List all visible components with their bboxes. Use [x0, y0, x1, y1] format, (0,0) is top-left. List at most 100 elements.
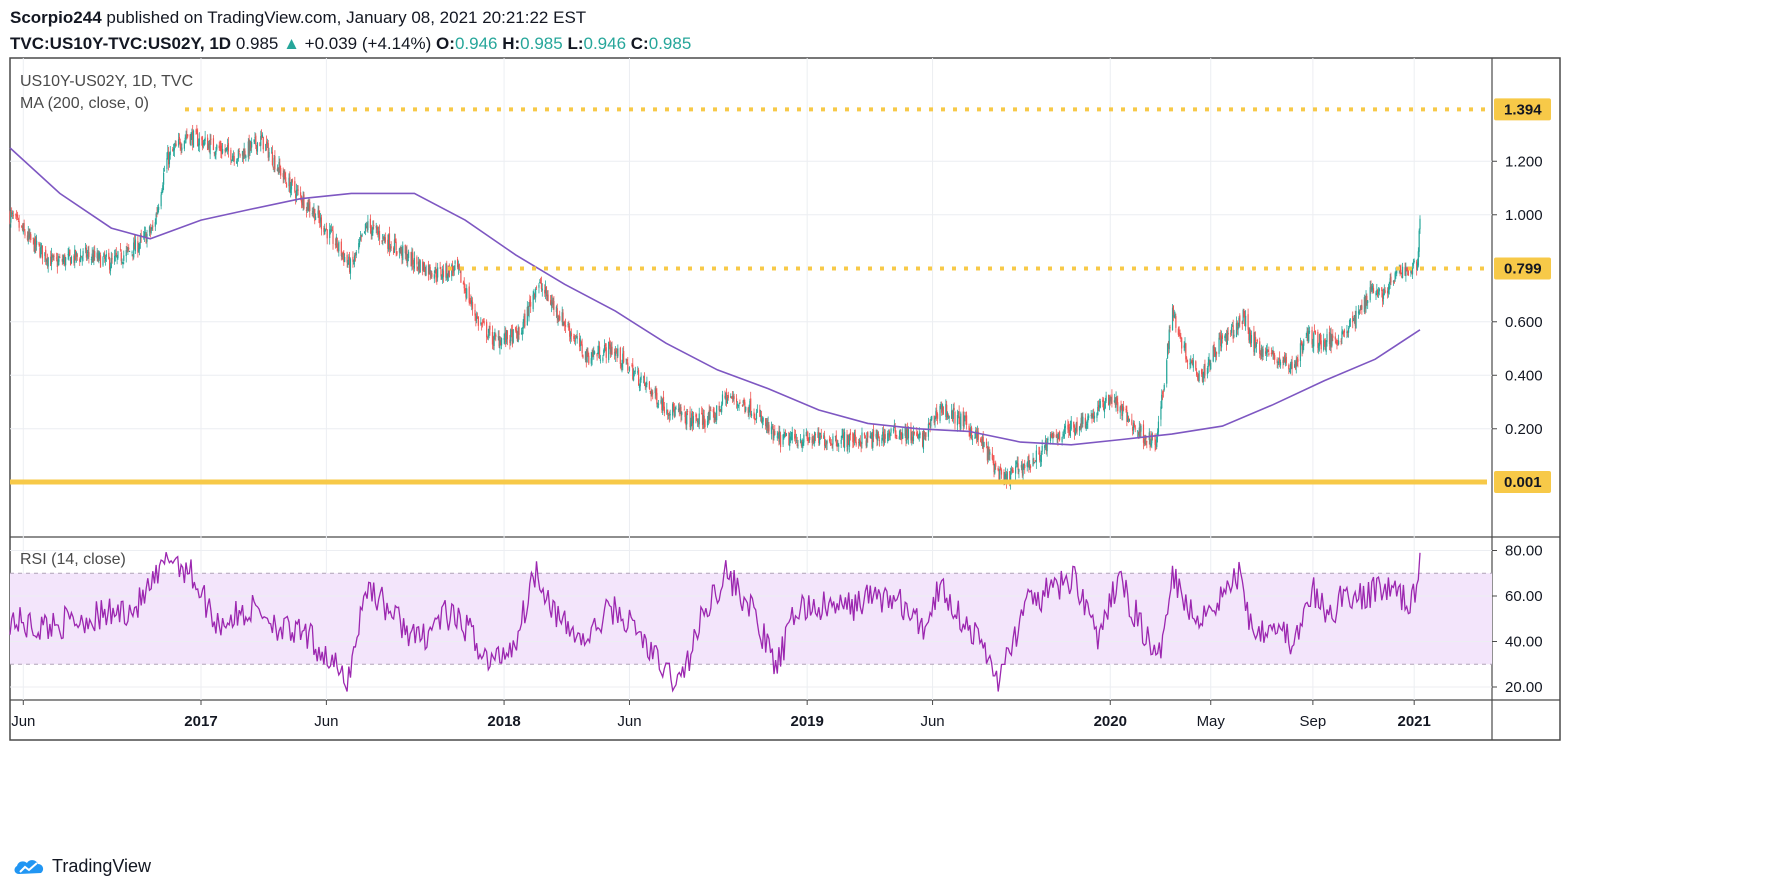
candle-up	[776, 436, 778, 438]
candle-up	[634, 370, 636, 372]
candle-down	[830, 443, 832, 445]
candle-down	[326, 229, 328, 239]
candle-down	[1034, 460, 1037, 462]
candle-down	[452, 269, 455, 273]
candle-up	[1061, 437, 1063, 442]
open-label: O:	[436, 34, 455, 53]
candle-up	[172, 147, 175, 152]
candle-down	[613, 352, 616, 354]
candle-down	[404, 244, 406, 254]
candle-down	[836, 442, 838, 448]
candle-up	[1360, 304, 1362, 310]
candle-up	[761, 419, 763, 424]
candle-up	[785, 433, 788, 436]
candle-down	[684, 412, 686, 418]
candle-down	[477, 316, 479, 326]
author-name[interactable]: Scorpio244	[10, 8, 102, 27]
candle-down	[1320, 340, 1322, 350]
candle-up	[1215, 352, 1217, 358]
candle-down	[318, 210, 320, 218]
candle-down	[623, 350, 625, 363]
candle-up	[109, 266, 112, 272]
candle-down	[495, 334, 497, 337]
candle-down	[951, 410, 954, 421]
candle-up	[1151, 433, 1153, 444]
candle-up	[1235, 323, 1238, 337]
candle-down	[900, 431, 902, 436]
candle-down	[540, 280, 542, 282]
candle-down	[695, 414, 697, 417]
candle-down	[323, 227, 325, 232]
candle-up	[960, 413, 962, 430]
candle-down	[579, 338, 581, 347]
candle-up	[1305, 336, 1307, 338]
candle-up	[719, 409, 721, 412]
candle-up	[1325, 340, 1327, 353]
candle-down	[137, 241, 139, 253]
candle-down	[1250, 332, 1252, 345]
candle-down	[1195, 361, 1197, 370]
candle-down	[15, 214, 17, 216]
candle-down	[230, 150, 232, 161]
candle-up	[945, 404, 947, 417]
candle-down	[1343, 332, 1345, 334]
candle-down	[1256, 339, 1258, 342]
candle-down	[710, 410, 712, 412]
candle-up	[974, 437, 976, 439]
candle-down	[1117, 402, 1119, 412]
candle-down	[109, 258, 111, 270]
candle-up	[1245, 315, 1247, 327]
candle-up	[691, 413, 693, 422]
candle-up	[215, 151, 217, 155]
candle-up	[70, 256, 73, 264]
candle-down	[928, 423, 930, 424]
candle-up	[338, 241, 340, 252]
candle-up	[86, 254, 88, 257]
candle-down	[794, 436, 797, 438]
candle-down	[685, 417, 687, 426]
candle-up	[96, 252, 98, 259]
candle-down	[16, 214, 19, 218]
time-tick-label: Sep	[1300, 713, 1327, 730]
candle-up	[1323, 340, 1325, 350]
candle-up	[433, 274, 435, 279]
candle-up	[407, 251, 410, 259]
candle-down	[187, 134, 189, 137]
candle-up	[597, 352, 599, 354]
candle-up	[745, 406, 747, 411]
candle-up	[1085, 425, 1087, 430]
candle-down	[491, 332, 494, 345]
candle-down	[696, 417, 698, 421]
candle-down	[1021, 465, 1023, 474]
candle-down	[750, 398, 752, 416]
candle-up	[590, 358, 592, 364]
candle-down	[301, 203, 303, 205]
candle-down	[780, 434, 782, 448]
series-legend-title: US10Y-US02Y, 1D, TVC	[20, 73, 193, 90]
candle-up	[52, 256, 54, 258]
candle-down	[319, 216, 321, 224]
candle-up	[983, 441, 985, 448]
open-value: 0.946	[454, 34, 498, 53]
candle-down	[325, 228, 327, 230]
candle-down	[727, 394, 729, 399]
candle-up	[882, 431, 884, 436]
candle-down	[592, 350, 594, 357]
candle-up	[441, 276, 443, 279]
candle-up	[783, 434, 785, 437]
price-tick-label: 0.600	[1505, 314, 1543, 331]
candle-down	[178, 137, 180, 141]
low-label: L:	[567, 34, 584, 53]
candle-up	[803, 434, 805, 443]
candle-up	[584, 351, 587, 361]
candle-down	[1139, 428, 1141, 433]
candle-up	[311, 213, 313, 214]
candle-down	[1114, 402, 1116, 405]
candle-down	[701, 412, 703, 414]
candle-down	[788, 432, 790, 446]
brand-name[interactable]: TradingView	[52, 856, 152, 876]
candle-up	[1108, 397, 1111, 405]
candle-down	[744, 402, 746, 412]
candle-down	[28, 231, 30, 238]
